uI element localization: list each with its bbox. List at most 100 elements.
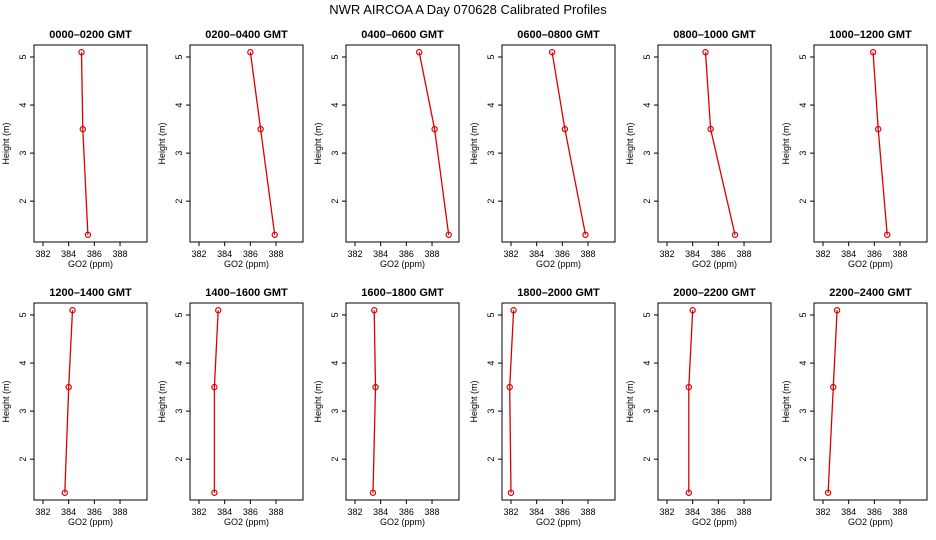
data-point [510,307,517,314]
plot-frame [657,44,772,243]
x-axis-label: GO2 (ppm) [224,517,269,527]
plot-frame [33,302,148,501]
data-point [506,383,513,391]
data-point [702,49,709,56]
data-point [211,383,218,391]
y-tick-label: 5 [642,313,652,318]
x-tick-label: 382 [503,507,518,517]
x-tick-label: 382 [815,249,830,259]
x-tick-label: 388 [737,249,752,259]
x-tick-label: 386 [555,507,570,517]
y-tick-label: 5 [486,313,496,318]
data-point [685,489,693,496]
x-tick-label: 382 [815,507,830,517]
data-point [271,231,278,238]
y-tick-label: 4 [330,103,340,108]
y-tick-label: 4 [642,103,652,108]
data-point [372,383,379,391]
profile-line [688,310,694,493]
y-tick-label: 3 [486,409,496,414]
x-axis-label: GO2 (ppm) [536,259,581,269]
x-tick-label: 386 [243,507,258,517]
y-tick-label: 2 [486,199,496,204]
y-tick-label: 2 [798,199,808,204]
profile-line [80,52,89,235]
y-tick-label: 3 [18,151,28,156]
data-point [78,49,85,56]
y-tick-label: 3 [174,409,184,414]
data-point [65,383,72,391]
x-tick-label: 386 [399,507,414,517]
x-tick-label: 384 [217,249,232,259]
x-axis-label: GO2 (ppm) [848,517,893,527]
y-tick-label: 5 [330,313,340,318]
y-tick-label: 5 [798,313,808,318]
x-tick-label: 388 [893,507,908,517]
x-axis-label: GO2 (ppm) [692,259,737,269]
x-axis-label: GO2 (ppm) [380,517,425,527]
plot-frame [189,44,304,243]
x-tick-label: 384 [841,249,856,259]
y-tick-label: 2 [330,457,340,462]
x-tick-label: 384 [217,507,232,517]
x-tick-label: 386 [867,249,882,259]
x-axis-label: GO2 (ppm) [224,259,269,269]
x-tick-label: 388 [581,249,596,259]
x-tick-label: 382 [347,249,362,259]
x-tick-label: 384 [841,507,856,517]
x-tick-label: 384 [373,249,388,259]
plot-frame [189,302,304,501]
x-axis-label: GO2 (ppm) [536,517,581,527]
y-tick-label: 5 [18,55,28,60]
x-tick-label: 384 [685,507,700,517]
plot-frame [345,302,460,501]
y-tick-label: 2 [174,199,184,204]
x-axis-label: GO2 (ppm) [848,259,893,269]
x-tick-label: 386 [87,249,102,259]
y-tick-label: 2 [174,457,184,462]
y-tick-label: 5 [174,55,184,60]
y-tick-label: 4 [18,103,28,108]
panel-title: 0600–0800 GMT [517,29,600,41]
x-tick-label: 388 [581,507,596,517]
plot-frame [813,44,928,243]
x-tick-label: 382 [503,249,518,259]
y-tick-label: 4 [642,361,652,366]
y-axis-label: Height (m) [469,380,479,422]
y-tick-label: 5 [642,55,652,60]
y-axis-label: Height (m) [469,122,479,164]
plot-frame [657,302,772,501]
y-tick-label: 4 [174,361,184,366]
y-axis-label: Height (m) [1,380,11,422]
x-tick-label: 388 [425,249,440,259]
y-tick-label: 3 [174,151,184,156]
x-tick-label: 388 [737,507,752,517]
data-point [211,489,218,496]
y-tick-label: 4 [18,361,28,366]
data-point [69,307,76,314]
x-tick-label: 386 [87,507,102,517]
y-axis-label: Height (m) [625,122,635,164]
y-tick-label: 2 [486,457,496,462]
x-tick-label: 388 [893,249,908,259]
x-tick-label: 386 [399,249,414,259]
data-point [548,49,556,56]
y-axis-label: Height (m) [781,122,791,164]
panel-title: 0400–0600 GMT [361,29,444,41]
data-point [875,125,882,133]
data-point [84,231,92,238]
data-point [247,49,254,56]
y-tick-label: 4 [330,361,340,366]
data-point [445,231,452,238]
x-axis-label: GO2 (ppm) [68,259,113,269]
y-tick-label: 2 [330,199,340,204]
data-point [369,489,377,496]
profile-line [249,52,276,235]
x-tick-label: 382 [191,507,206,517]
y-tick-label: 3 [18,409,28,414]
plot-frame [501,302,616,501]
panel-title: 1400–1600 GMT [205,287,288,299]
data-point [257,125,264,133]
x-tick-label: 382 [191,249,206,259]
